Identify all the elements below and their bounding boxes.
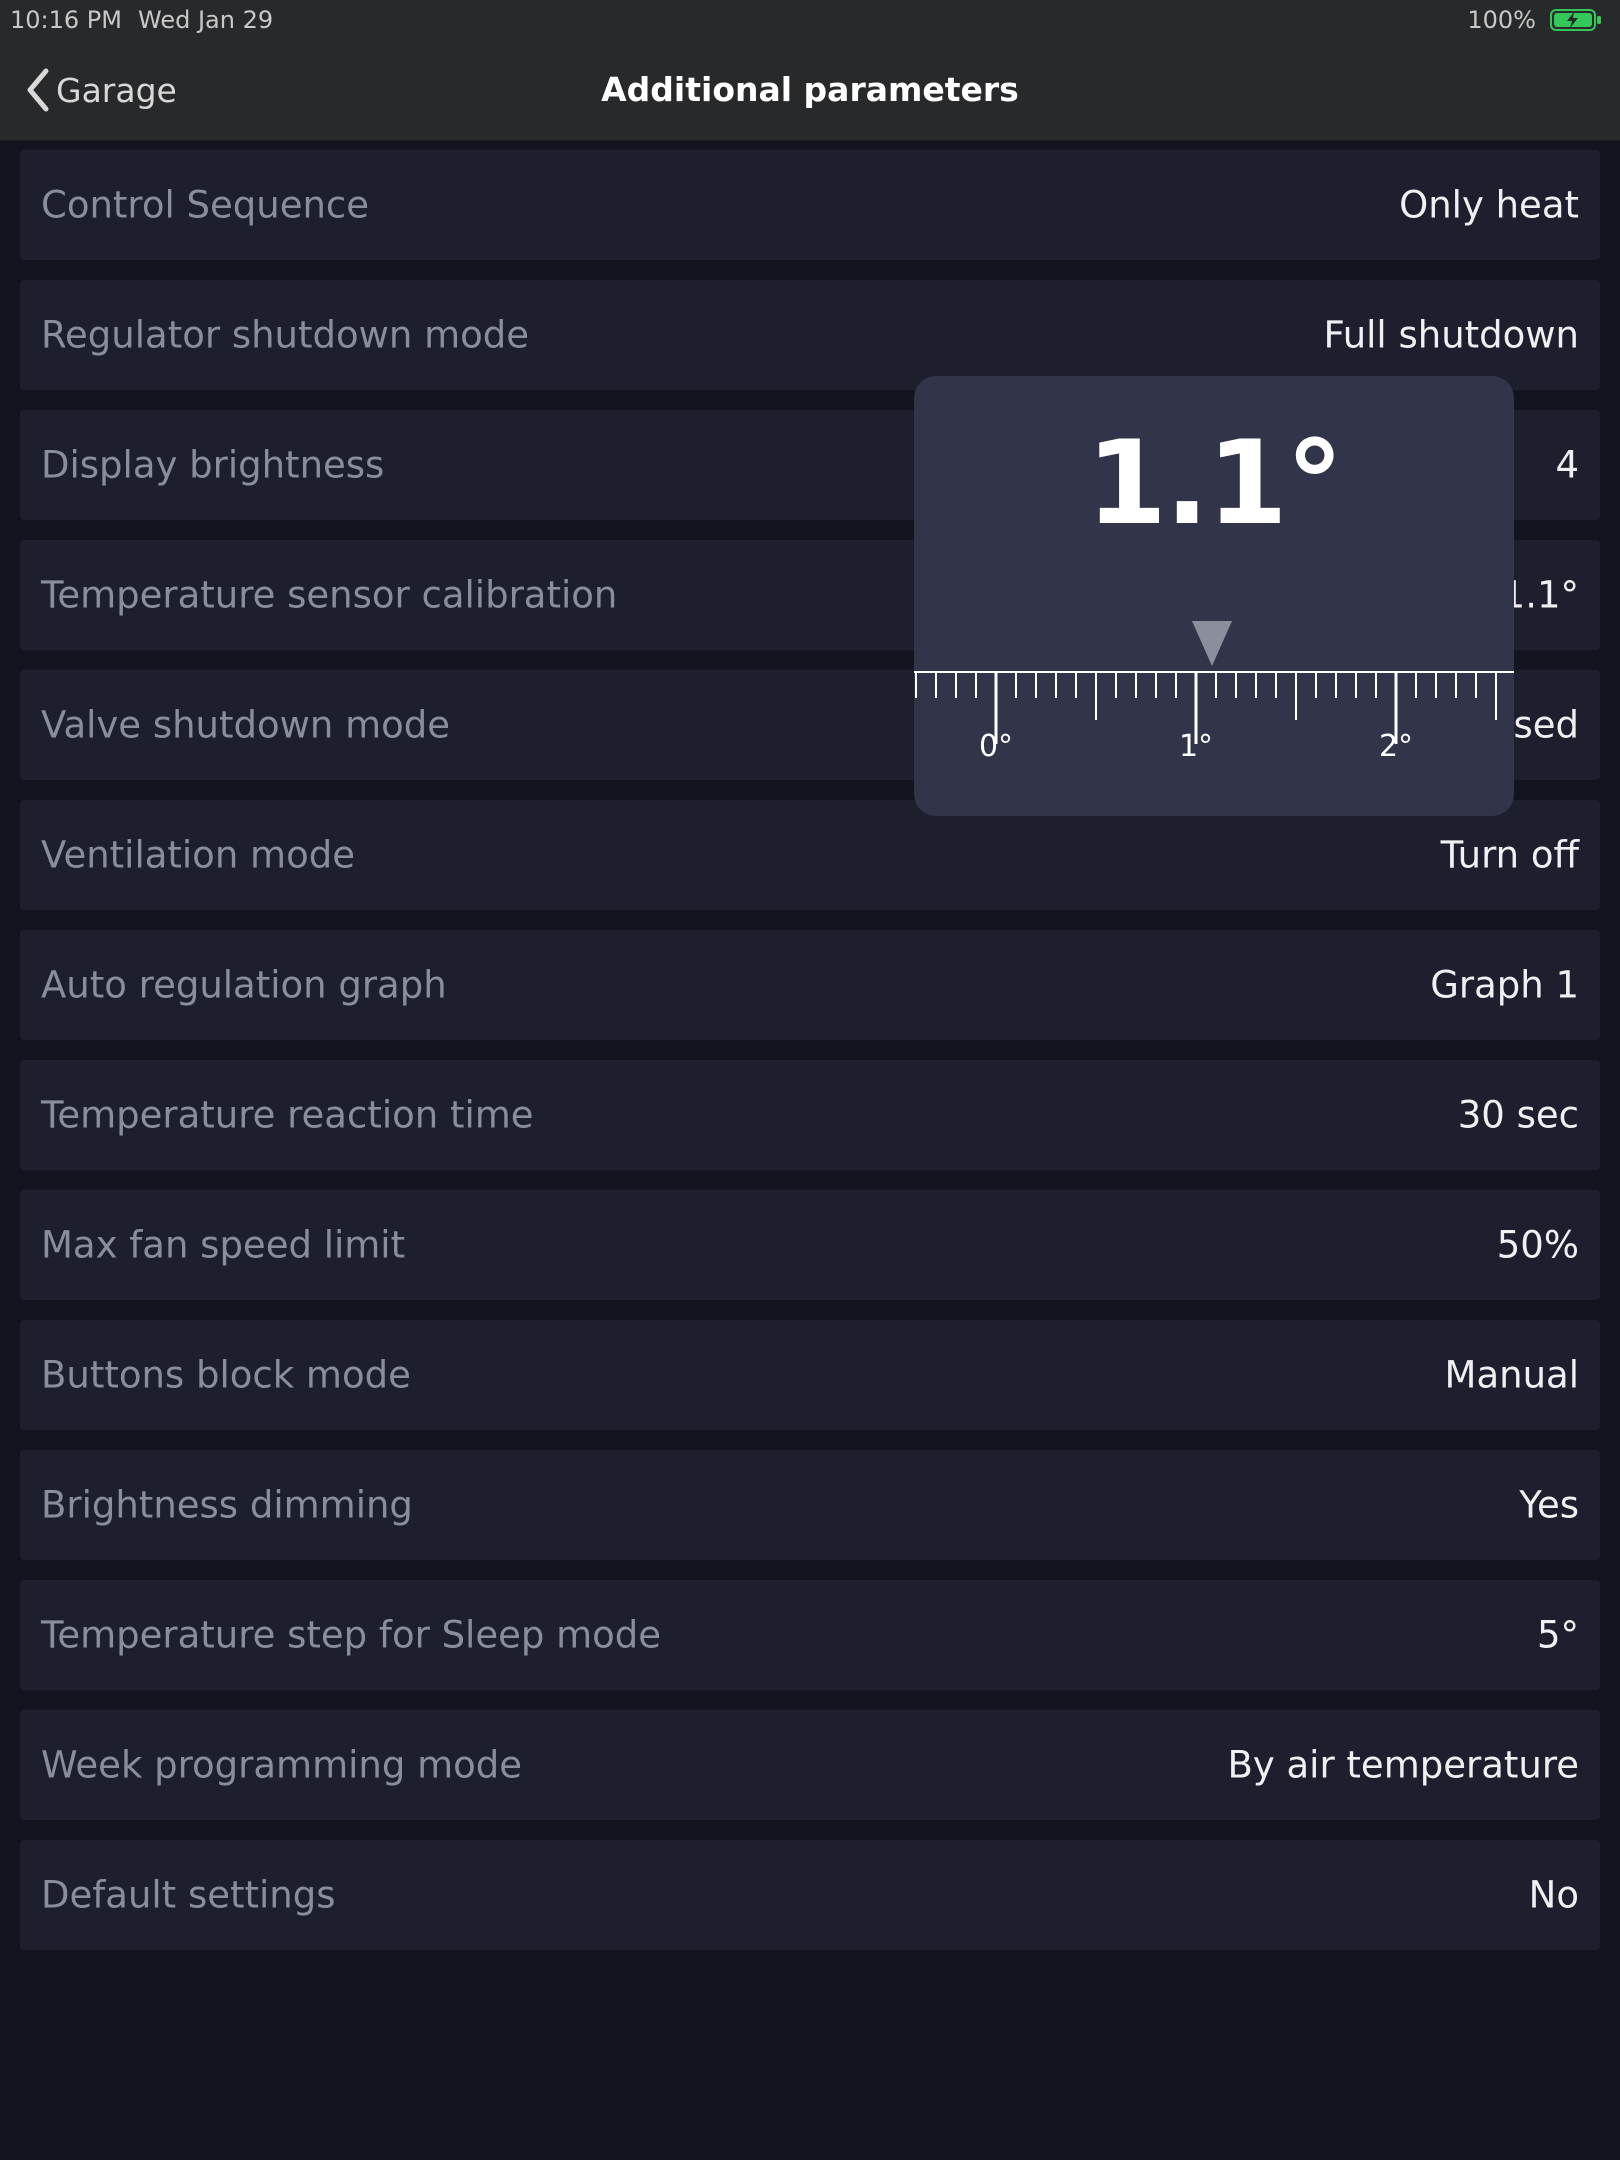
setting-value: By air temperature	[1227, 1743, 1579, 1787]
battery-percentage: 100%	[1467, 6, 1536, 34]
page-title: Additional parameters	[601, 70, 1019, 109]
setting-value: Only heat	[1399, 183, 1579, 227]
setting-value: 5°	[1536, 1613, 1579, 1657]
setting-label: Regulator shutdown mode	[41, 313, 530, 357]
setting-value: Yes	[1519, 1483, 1579, 1527]
setting-label: Display brightness	[41, 443, 385, 487]
setting-label: Temperature reaction time	[41, 1093, 534, 1137]
setting-value: Turn off	[1440, 833, 1579, 877]
battery-charging-icon	[1550, 9, 1602, 31]
setting-row-max-fan-speed-limit[interactable]: Max fan speed limit 50%	[20, 1190, 1600, 1300]
setting-row-ventilation-mode[interactable]: Ventilation mode Turn off	[20, 800, 1600, 910]
setting-row-brightness-dimming[interactable]: Brightness dimming Yes	[20, 1450, 1600, 1560]
back-button[interactable]: Garage	[22, 66, 177, 114]
setting-value: 4	[1555, 443, 1579, 487]
setting-row-buttons-block-mode[interactable]: Buttons block mode Manual	[20, 1320, 1600, 1430]
setting-label: Control Sequence	[41, 183, 370, 227]
setting-label: Max fan speed limit	[41, 1223, 406, 1267]
setting-label: Ventilation mode	[41, 833, 355, 877]
status-time: 10:16 PM	[10, 6, 122, 34]
setting-row-auto-regulation-graph[interactable]: Auto regulation graph Graph 1	[20, 930, 1600, 1040]
setting-label: Buttons block mode	[41, 1353, 411, 1397]
setting-value: 50%	[1496, 1223, 1579, 1267]
setting-value: Manual	[1444, 1353, 1579, 1397]
setting-label: Brightness dimming	[41, 1483, 413, 1527]
setting-value: 1.1°	[1501, 573, 1579, 617]
calibration-picker-popup: 1.1° 0° 1° 2°	[914, 376, 1514, 816]
setting-row-week-programming-mode[interactable]: Week programming mode By air temperature	[20, 1710, 1600, 1820]
navigation-bar: Garage Additional parameters	[0, 38, 1620, 141]
setting-label: Default settings	[41, 1873, 336, 1917]
tick-label-1: 1°	[1179, 729, 1213, 764]
settings-list: Control Sequence Only heat Regulator shu…	[20, 150, 1600, 1970]
setting-row-default-settings[interactable]: Default settings No	[20, 1840, 1600, 1950]
setting-label: Temperature sensor calibration	[41, 573, 618, 617]
setting-row-regulator-shutdown-mode[interactable]: Regulator shutdown mode Full shutdown	[20, 280, 1600, 390]
ruler-ticks	[915, 672, 1497, 744]
tick-label-0: 0°	[979, 729, 1013, 764]
setting-value: Graph 1	[1430, 963, 1579, 1007]
picker-value: 1.1°	[1086, 416, 1344, 551]
picker-pointer-icon	[1192, 621, 1232, 666]
setting-row-temperature-reaction-time[interactable]: Temperature reaction time 30 sec	[20, 1060, 1600, 1170]
setting-label: Auto regulation graph	[41, 963, 447, 1007]
setting-value: 30 sec	[1457, 1093, 1579, 1137]
picker-ruler[interactable]: 0° 1° 2°	[914, 616, 1514, 776]
status-date: Wed Jan 29	[138, 6, 274, 34]
setting-label: Temperature step for Sleep mode	[41, 1613, 662, 1657]
setting-row-temperature-step-sleep-mode[interactable]: Temperature step for Sleep mode 5°	[20, 1580, 1600, 1690]
setting-value: No	[1528, 1873, 1579, 1917]
back-button-label: Garage	[56, 70, 177, 110]
chevron-left-icon	[27, 68, 49, 112]
status-bar: 10:16 PM Wed Jan 29 100%	[0, 0, 1620, 38]
setting-row-control-sequence[interactable]: Control Sequence Only heat	[20, 150, 1600, 260]
setting-value: Full shutdown	[1323, 313, 1579, 357]
setting-label: Valve shutdown mode	[41, 703, 451, 747]
setting-label: Week programming mode	[41, 1743, 523, 1787]
tick-label-2: 2°	[1379, 729, 1413, 764]
